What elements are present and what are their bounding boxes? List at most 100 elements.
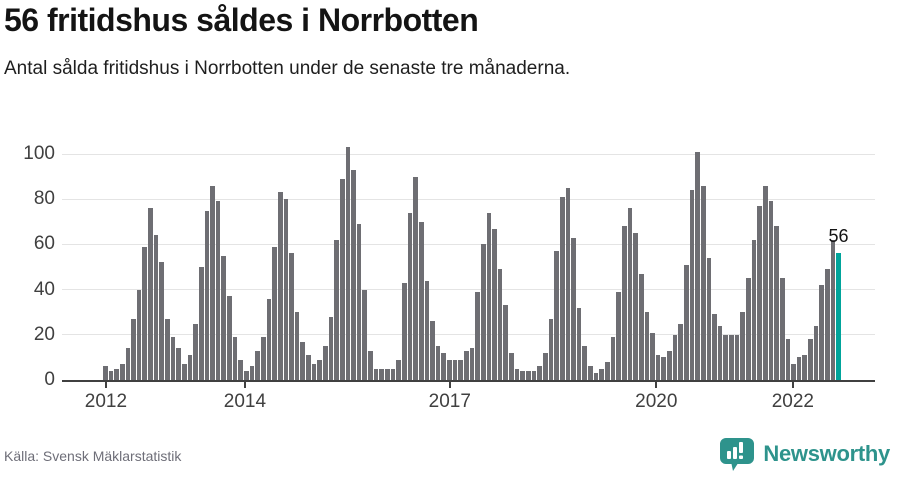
bar: [480, 244, 486, 380]
x-tick-label-2022: 2022: [771, 391, 815, 412]
bar: [119, 364, 125, 380]
gridline-100: [62, 153, 875, 155]
bar: [819, 285, 824, 380]
bar: [356, 224, 362, 380]
bar: [621, 226, 627, 380]
plot-area: 56 2012 2014 2017 2020 2022: [62, 147, 875, 412]
source-note: Källa: Svensk Mäklarstatistik: [4, 448, 182, 464]
bar: [605, 361, 610, 380]
bar: [791, 364, 796, 380]
newsworthy-logo: Newsworthy: [719, 436, 890, 472]
page-title: 56 fritidshus såldes i Norrbotten: [4, 2, 479, 38]
bar: [435, 346, 441, 380]
bar: [176, 348, 181, 380]
bar: [131, 318, 136, 380]
x-tick-label-2012: 2012: [84, 391, 128, 412]
bar: [204, 210, 210, 380]
bar: [114, 368, 119, 380]
bar: [232, 337, 238, 380]
x-tick-2017: [448, 382, 451, 388]
gridline-60: [62, 243, 875, 245]
bar: [734, 334, 740, 380]
gridline-80: [62, 198, 875, 200]
bar: [813, 325, 819, 380]
bar: [153, 235, 159, 380]
bar: [148, 208, 153, 380]
bar: [266, 298, 272, 380]
bar: [633, 233, 638, 380]
bar: [571, 237, 576, 380]
bar: [655, 355, 661, 380]
bar: [661, 357, 667, 380]
bar: [390, 368, 396, 380]
bar: [255, 350, 260, 380]
bar: [802, 355, 808, 380]
bar: [757, 205, 762, 380]
bar: [751, 239, 757, 380]
bar: [277, 192, 283, 380]
bar: [548, 318, 554, 380]
bar: [210, 185, 215, 380]
bar: [746, 278, 751, 380]
bar: [165, 318, 170, 380]
bar: [351, 169, 356, 380]
bar: [830, 239, 836, 380]
bar: [407, 212, 413, 380]
bar: [181, 364, 187, 380]
bar: [227, 296, 232, 380]
bar: [345, 147, 351, 380]
bar: [458, 359, 463, 380]
bar-series: [103, 147, 841, 380]
bar: [244, 370, 249, 380]
gridline-40: [62, 289, 875, 291]
bar: [193, 323, 198, 380]
bar: [497, 269, 503, 380]
bar: [825, 269, 830, 380]
bar: [413, 176, 418, 380]
bar: [599, 368, 605, 380]
bar: [272, 246, 277, 380]
bar: [469, 348, 475, 380]
bar: [368, 350, 373, 380]
bar: [136, 289, 142, 380]
gridline-20: [62, 334, 875, 336]
bar: [362, 289, 368, 380]
bar: [678, 323, 683, 380]
bar: [447, 359, 452, 380]
y-axis-labels: 0 20 40 60 80 100: [0, 144, 55, 390]
bar: [159, 262, 165, 380]
bar: [554, 251, 559, 380]
bar: [103, 366, 108, 380]
bar: [464, 350, 469, 380]
bar: [740, 312, 746, 380]
x-tick-label-2017: 2017: [428, 391, 471, 412]
bar: [610, 337, 616, 380]
bar: [108, 370, 114, 380]
bar: [689, 190, 695, 380]
bar: [559, 196, 565, 380]
bar: [373, 368, 379, 380]
bar: [582, 346, 588, 380]
bar-highlight: [836, 253, 841, 380]
x-tick-2022: [791, 382, 794, 388]
bar: [616, 291, 621, 380]
bar: [401, 282, 407, 380]
bar: [723, 334, 729, 380]
bar: [796, 357, 802, 380]
newsworthy-logo-text: Newsworthy: [763, 441, 890, 466]
bar: [706, 257, 712, 380]
bar: [306, 355, 311, 380]
newsworthy-logo-icon: [719, 437, 755, 472]
bar: [509, 352, 514, 380]
bar: [565, 187, 571, 380]
x-axis-line: [62, 380, 875, 382]
bar: [418, 221, 424, 380]
bar: [526, 370, 531, 380]
bar: [249, 366, 255, 380]
bar: [328, 316, 334, 380]
bar: [514, 368, 520, 380]
bar: [215, 201, 221, 380]
bar: [672, 334, 678, 380]
bar: [142, 246, 148, 380]
bar: [339, 178, 345, 380]
